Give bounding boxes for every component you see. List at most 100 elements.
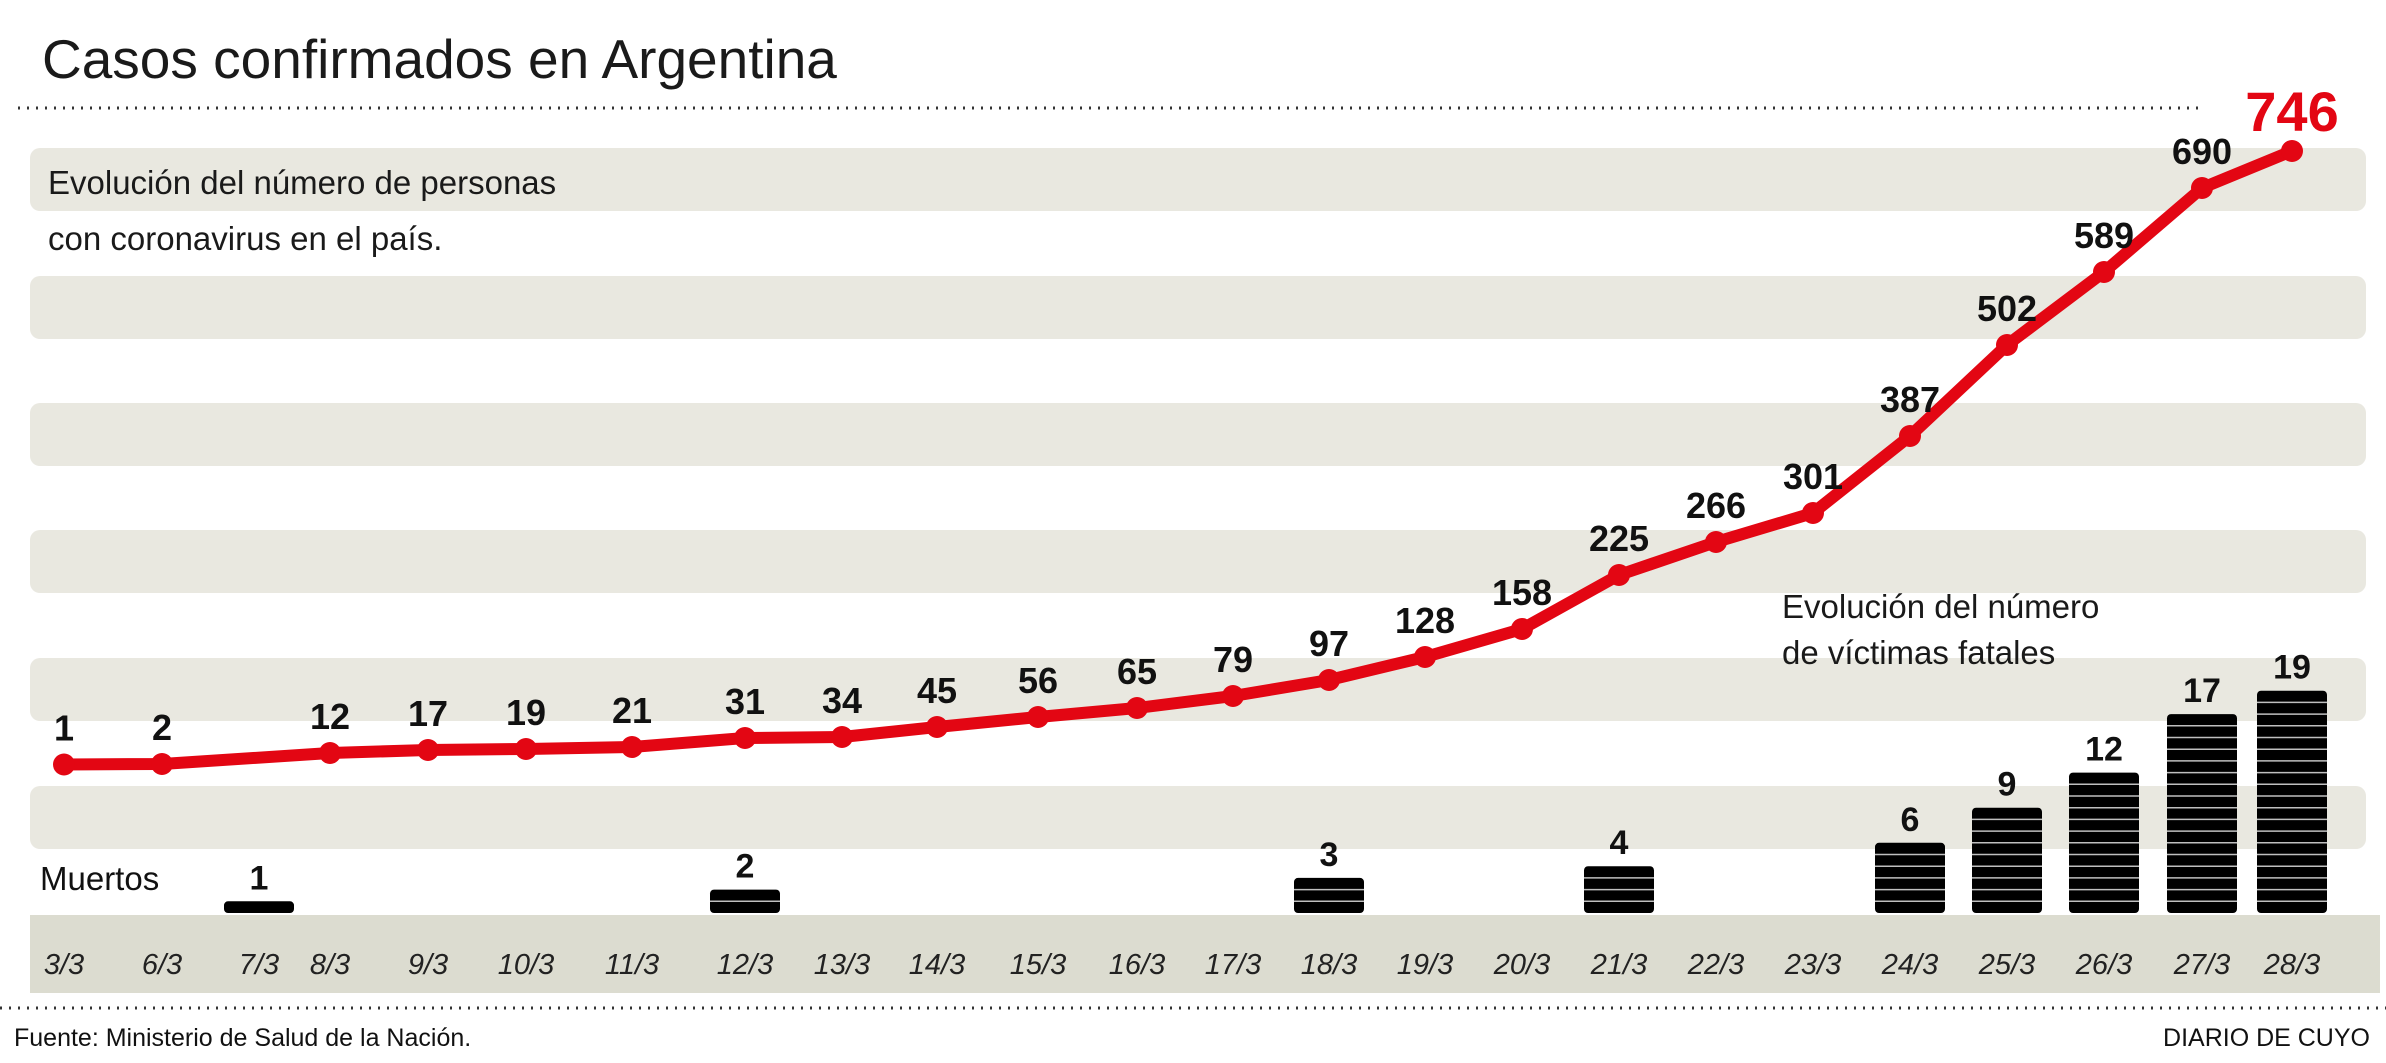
x-tick-label: 3/3 <box>44 949 84 981</box>
x-tick-label: 16/3 <box>1109 949 1165 981</box>
cases-point <box>734 727 756 749</box>
cases-point <box>1802 502 1824 524</box>
cases-value-label: 746 <box>2245 80 2338 143</box>
cases-value-label: 2 <box>152 707 172 748</box>
cases-value-label: 12 <box>310 696 350 737</box>
deaths-value-label: 19 <box>2273 649 2311 687</box>
cases-subtitle-line-2: con coronavirus en el país. <box>48 220 442 257</box>
x-tick-label: 12/3 <box>717 949 773 981</box>
cases-value-label: 158 <box>1492 572 1552 613</box>
x-tick-label: 19/3 <box>1397 949 1453 981</box>
cases-point <box>1608 564 1630 586</box>
x-tick-label: 15/3 <box>1010 949 1066 981</box>
x-tick-label: 13/3 <box>814 949 870 981</box>
cases-point <box>319 742 341 764</box>
deaths-value-label: 4 <box>1610 824 1629 862</box>
cases-subtitle-line-1: Evolución del número de personas <box>48 164 556 201</box>
x-tick-label: 28/3 <box>2263 949 2320 981</box>
cases-value-label: 56 <box>1018 660 1058 701</box>
cases-value-label: 79 <box>1213 639 1253 680</box>
cases-point <box>1899 425 1921 447</box>
x-tick-label: 18/3 <box>1301 949 1357 981</box>
cases-value-label: 301 <box>1783 456 1843 497</box>
deaths-value-label: 17 <box>2183 672 2221 710</box>
x-tick-label: 14/3 <box>909 949 965 981</box>
cases-value-label: 31 <box>725 681 765 722</box>
x-tick-label: 27/3 <box>2173 949 2230 981</box>
deaths-subtitle-line-2: de víctimas fatales <box>1782 634 2055 671</box>
band-1 <box>30 148 2366 211</box>
cases-point <box>1222 685 1244 707</box>
cases-value-label: 34 <box>822 680 862 721</box>
cases-value-label: 128 <box>1395 600 1455 641</box>
x-tick-label: 7/3 <box>239 949 279 981</box>
deaths-bar <box>1294 877 1364 913</box>
cases-point <box>1027 706 1049 728</box>
source-note: Fuente: Ministerio de Salud de la Nación… <box>14 1024 471 1052</box>
cases-point <box>1414 646 1436 668</box>
band-5 <box>30 658 2366 721</box>
deaths-subtitle-line-1: Evolución del número <box>1782 588 2099 625</box>
cases-point <box>417 739 439 761</box>
band-4 <box>30 530 2366 593</box>
cases-point <box>1996 334 2018 356</box>
x-tick-label: 17/3 <box>1205 949 1261 981</box>
cases-value-label: 266 <box>1686 485 1746 526</box>
cases-point <box>515 738 537 760</box>
band-3 <box>30 403 2366 466</box>
brand-label: DIARIO DE CUYO <box>2163 1024 2370 1052</box>
deaths-value-label: 6 <box>1901 801 1920 839</box>
deaths-bar <box>2257 690 2327 913</box>
cases-value-label: 19 <box>506 692 546 733</box>
x-tick-label: 25/3 <box>1978 949 2035 981</box>
x-tick-label: 20/3 <box>1493 949 1550 981</box>
x-tick-label: 23/3 <box>1784 949 1841 981</box>
deaths-value-label: 2 <box>736 848 755 886</box>
x-tick-label: 8/3 <box>310 949 350 981</box>
x-tick-label: 21/3 <box>1590 949 1647 981</box>
x-tick-label: 22/3 <box>1687 949 1744 981</box>
x-tick-label: 10/3 <box>498 949 554 981</box>
cases-value-label: 502 <box>1977 288 2037 329</box>
deaths-value-label: 3 <box>1320 836 1339 874</box>
x-axis-ticks: 3/3 6/3 7/3 8/3 9/3 10/3 11/3 12/3 13/3 14/3 15/3 1… <box>44 949 2320 981</box>
cases-value-label: 225 <box>1589 518 1649 559</box>
cases-point <box>1318 669 1340 691</box>
x-tick-label: 26/3 <box>2075 949 2132 981</box>
cases-point <box>2191 177 2213 199</box>
x-tick-label: 9/3 <box>408 949 448 981</box>
cases-line: 1 2 12 17 19 21 31 34 45 56 65 79 971281582252663013… <box>53 80 2339 776</box>
cases-value-label: 45 <box>917 670 957 711</box>
cases-value-label: 589 <box>2074 215 2134 256</box>
x-tick-label: 6/3 <box>142 949 182 981</box>
cases-point <box>831 726 853 748</box>
cases-point <box>1705 531 1727 553</box>
cases-value-label: 690 <box>2172 131 2232 172</box>
cases-value-label: 17 <box>408 693 448 734</box>
chart-title: Casos confirmados en Argentina <box>42 28 837 90</box>
background-bands <box>30 148 2366 849</box>
cases-point <box>2093 261 2115 283</box>
cases-point <box>621 736 643 758</box>
deaths-axis-label: Muertos <box>40 860 159 897</box>
cases-point <box>53 753 75 776</box>
cases-point <box>926 716 948 738</box>
x-tick-label: 11/3 <box>605 949 659 981</box>
cases-value-label: 97 <box>1309 623 1349 664</box>
x-axis-band <box>30 915 2380 993</box>
cases-value-label: 21 <box>612 690 652 731</box>
deaths-bar <box>2167 714 2237 913</box>
cases-point <box>2281 140 2303 162</box>
x-tick-label: 24/3 <box>1881 949 1938 981</box>
cases-point <box>1511 618 1533 640</box>
cases-value-label: 65 <box>1117 651 1157 692</box>
band-2 <box>30 276 2366 339</box>
cases-value-label: 387 <box>1880 379 1940 420</box>
cases-point <box>151 753 173 775</box>
deaths-value-label: 9 <box>1998 766 2017 804</box>
deaths-bar <box>224 901 294 913</box>
cases-point <box>1126 697 1148 719</box>
cases-value-label: 1 <box>54 708 74 749</box>
